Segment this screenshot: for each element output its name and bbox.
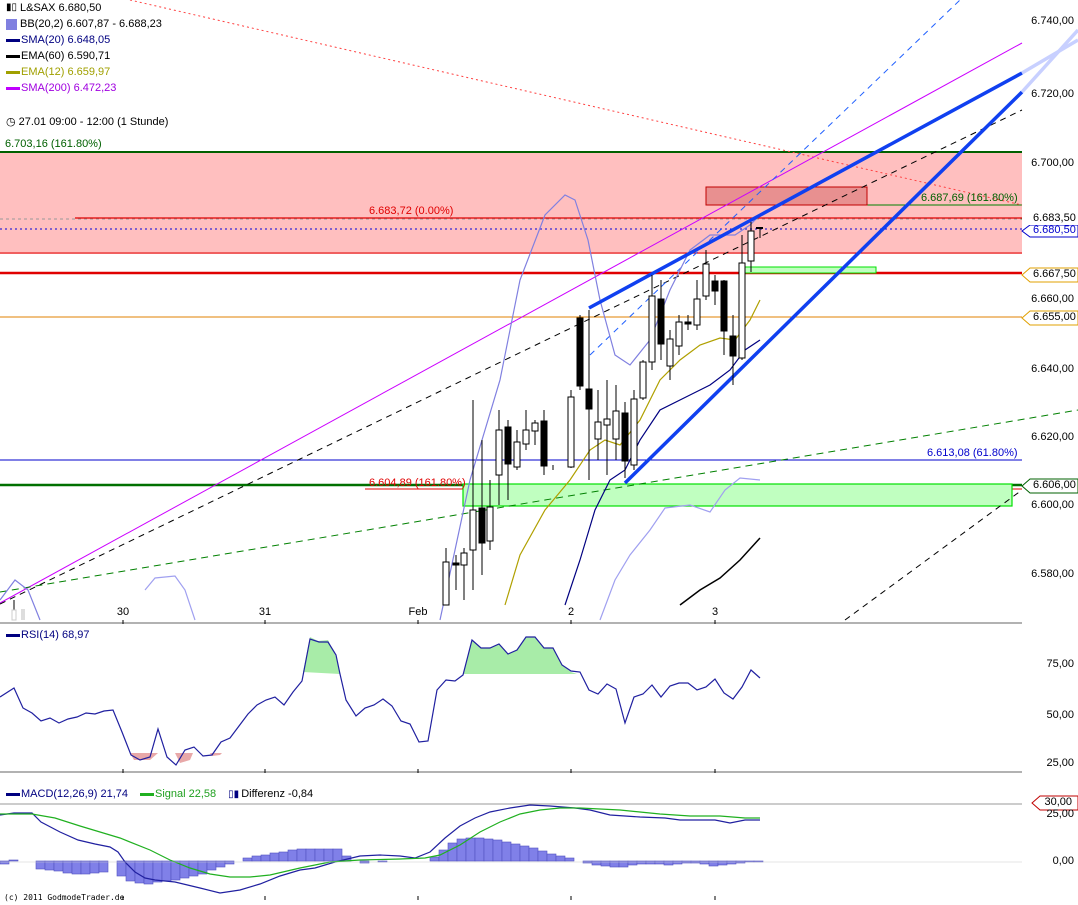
main-legend: ▮▯ L&SAX 6.680,50 BB(20,2) 6.607,87 - 6.… xyxy=(6,0,168,130)
macd-histogram xyxy=(0,837,764,885)
support-box-small xyxy=(741,266,877,274)
resistance-box xyxy=(705,186,868,206)
bb-swatch-icon xyxy=(6,18,17,30)
fib-top-label: 6.703,16 (161.80%) xyxy=(5,138,102,150)
price-tag-6606-00: 6.606,00 xyxy=(1033,479,1076,491)
ema60-line xyxy=(679,537,761,606)
bb-lower xyxy=(144,477,761,621)
price-tag-6655-00: 6.655,00 xyxy=(1033,311,1076,323)
rsi-tick-25: 25,00 xyxy=(1046,757,1074,769)
macd-tag-30: 30,00 xyxy=(1044,796,1072,808)
copyright-text: (c) 2011 GodmodeTrader.de xyxy=(4,893,125,902)
y-tick-6600: 6.600,00 xyxy=(1031,499,1074,511)
fib-bottom-label: 6.604,89 (161.80%) xyxy=(369,477,466,489)
sma20-swatch-icon xyxy=(6,38,20,42)
ema12-swatch-icon xyxy=(6,70,20,74)
histogram-icon: ▯▮ xyxy=(228,788,240,800)
support-zone xyxy=(462,483,1013,507)
rsi-line xyxy=(0,636,761,766)
y-tick-6740: 6.740,00 xyxy=(1031,15,1074,27)
y-tick-6640: 6.640,00 xyxy=(1031,363,1074,375)
x-tick-3: 3 xyxy=(711,606,719,618)
legend-ema12: EMA(12) 6.659,97 xyxy=(6,64,168,80)
fib-618-label: 6.613,08 (61.80%) xyxy=(927,447,1018,459)
macd-line xyxy=(0,804,760,894)
legend-ema60: EMA(60) 6.590,71 xyxy=(6,48,168,64)
rsi-tick-50: 50,00 xyxy=(1046,709,1074,721)
x-tick-2: 2 xyxy=(567,606,575,618)
legend-period: ◷ 27.01 09:00 - 12:00 (1 Stunde) xyxy=(6,116,169,128)
rsi-swatch-icon xyxy=(6,633,20,637)
y-tick-6620: 6.620,00 xyxy=(1031,431,1074,443)
y-tick-6700: 6.700,00 xyxy=(1031,157,1074,169)
x-tick-31: 31 xyxy=(258,606,272,618)
price-tag-6667-50: 6.667,50 xyxy=(1033,268,1076,280)
channel-upper xyxy=(588,71,1023,310)
clock-icon: ◷ xyxy=(6,116,16,128)
fib-right-top-label: 6.687,69 (161.80%) xyxy=(921,192,1018,204)
channel-lower xyxy=(623,90,1024,485)
signal-swatch-icon xyxy=(140,792,154,796)
fib-zero-label: 6.683,72 (0.00%) xyxy=(369,205,454,217)
macd-swatch-icon xyxy=(6,792,20,796)
ema60-swatch-icon xyxy=(6,54,20,58)
price-tag-6680-50: 6.680,50 xyxy=(1033,224,1076,236)
signal-line xyxy=(0,807,760,878)
macd-tick-0: 0,00 xyxy=(1052,855,1074,867)
resistance-zone xyxy=(0,152,1022,254)
rsi-tick-75: 75,00 xyxy=(1046,658,1074,670)
candlestick-icon: ▮▯ xyxy=(6,2,18,13)
x-tick-feb: Feb xyxy=(408,606,428,618)
rsi-legend: RSI(14) 68,97 xyxy=(6,629,89,641)
y-tick-6580: 6.580,00 xyxy=(1031,568,1074,580)
sma200-swatch-icon xyxy=(6,86,20,90)
rsi-oversold-fill-2 xyxy=(175,753,193,763)
bb-upper xyxy=(0,194,761,621)
legend-sma20: SMA(20) 6.648,05 xyxy=(6,32,168,48)
legend-sma200: SMA(200) 6.472,23 xyxy=(6,80,168,96)
legend-bb: BB(20,2) 6.607,87 - 6.688,23 xyxy=(6,16,168,32)
rsi-overbought-fill-2 xyxy=(463,637,577,674)
y-tick-6660: 6.660,00 xyxy=(1031,293,1074,305)
macd-legend: MACD(12,26,9) 21,74 Signal 22,58 ▯▮ Diff… xyxy=(6,788,313,800)
y-tick-6720: 6.720,00 xyxy=(1031,88,1074,100)
macd-tick-25: 25,00 xyxy=(1046,808,1074,820)
price-tag-6683-50: 6.683,50 xyxy=(1022,212,1078,225)
x-tick-30: 30 xyxy=(116,606,130,618)
candles xyxy=(11,222,763,621)
legend-instrument: ▮▯ L&SAX 6.680,50 xyxy=(6,2,102,14)
